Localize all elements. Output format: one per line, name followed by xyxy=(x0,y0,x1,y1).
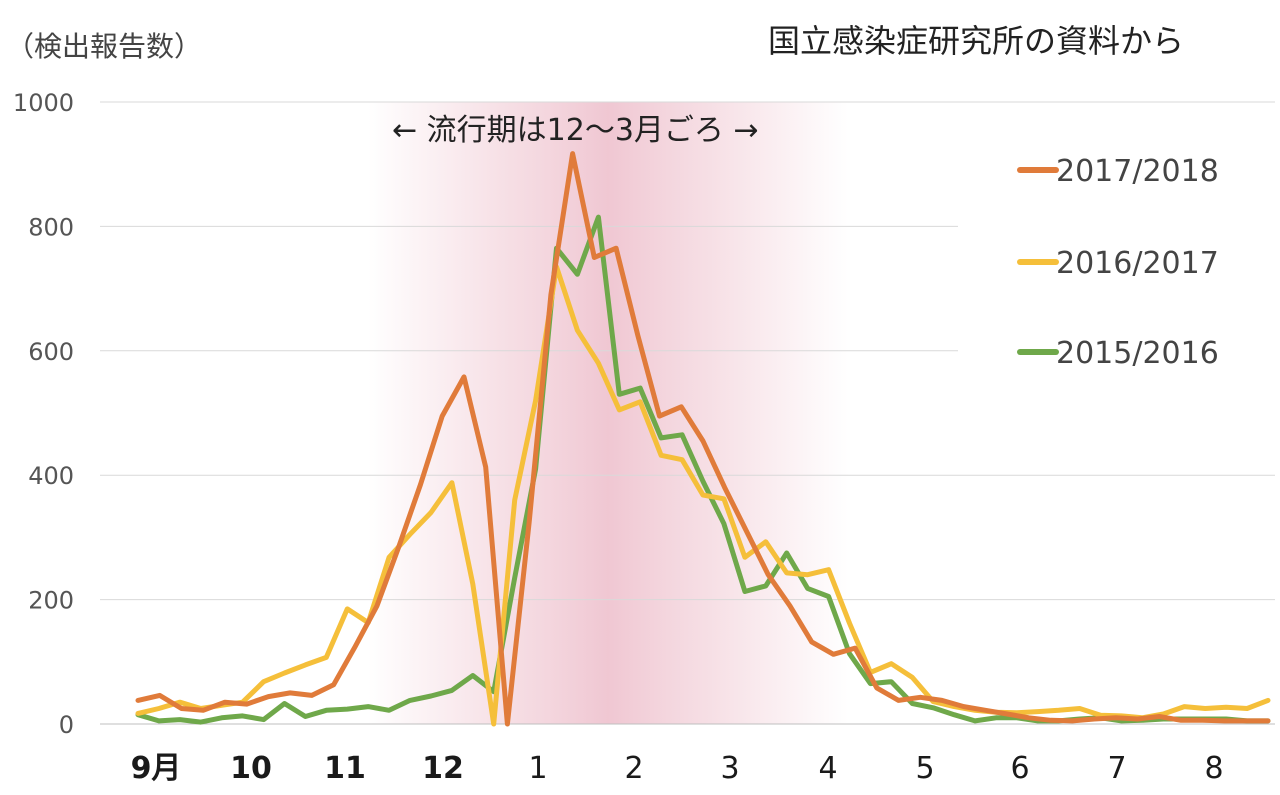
y-tick-label: 1000 xyxy=(13,89,74,117)
legend: 2017/2018 2016/2017 2015/2016 xyxy=(1017,154,1219,371)
legend-label: 2017/2018 xyxy=(1056,154,1219,189)
series-lines xyxy=(135,151,1271,727)
y-tick-label: 600 xyxy=(28,338,74,366)
y-axis-ticks: 0 200 400 600 800 1000 xyxy=(13,89,74,739)
x-tick-label: 4 xyxy=(818,751,837,786)
x-tick-label: 2 xyxy=(624,751,643,786)
x-tick-label: 12 xyxy=(422,751,464,786)
y-tick-label: 200 xyxy=(28,587,74,615)
series-line-2017-2018 xyxy=(135,151,1271,727)
series-line-2016-2017 xyxy=(135,264,1271,727)
x-tick-label: 8 xyxy=(1204,751,1223,786)
legend-label: 2016/2017 xyxy=(1056,246,1219,281)
x-tick-label: 6 xyxy=(1010,751,1029,786)
epidemic-season-band xyxy=(368,102,848,724)
season-annotation: ← 流行期は12〜3月ごろ → xyxy=(392,113,759,148)
y-tick-label: 0 xyxy=(59,711,74,739)
x-tick-label: 1 xyxy=(528,751,547,786)
x-axis-ticks: 9月 10 11 12 1 2 3 4 5 6 7 8 xyxy=(131,751,1224,786)
y-tick-label: 400 xyxy=(28,462,74,490)
unit-label: （検出報告数） xyxy=(6,30,202,63)
x-tick-label: 10 xyxy=(230,751,272,786)
x-tick-label: 3 xyxy=(720,751,739,786)
x-tick-label: 5 xyxy=(915,751,934,786)
y-tick-label: 800 xyxy=(28,213,74,241)
source-note: 国立感染症研究所の資料から xyxy=(768,22,1184,60)
x-tick-label: 11 xyxy=(324,751,366,786)
x-tick-label: 7 xyxy=(1107,751,1126,786)
x-tick-label: 9月 xyxy=(131,751,182,786)
grid-lines xyxy=(100,101,1275,725)
legend-label: 2015/2016 xyxy=(1056,336,1219,371)
